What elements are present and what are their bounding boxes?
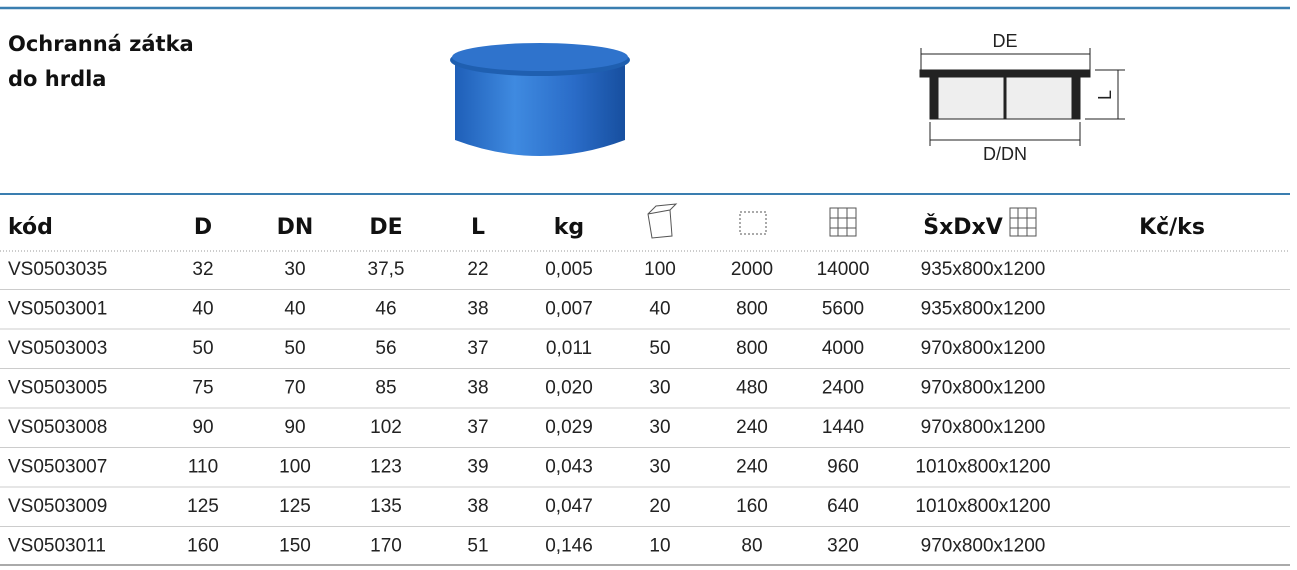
table-cell: 46 [375, 299, 396, 320]
table-cell: 4000 [822, 338, 864, 359]
header-icons [647, 203, 1037, 239]
column-header: ŠxDxV [923, 214, 1003, 240]
table-cell: 110 [188, 457, 218, 478]
table-cell: 1010x800x1200 [915, 457, 1050, 478]
table-cell: 2000 [731, 259, 773, 280]
table-cell: 22 [467, 259, 488, 280]
product-image [450, 43, 630, 156]
table-cell: 0,043 [545, 457, 593, 478]
table-cell: 1010x800x1200 [915, 496, 1050, 517]
column-header: Kč/ks [1139, 215, 1205, 240]
table-cell: 0,011 [546, 338, 592, 359]
table-cell: 170 [370, 536, 402, 557]
table-cell: 970x800x1200 [921, 536, 1046, 557]
table-cell: 0,146 [545, 536, 593, 557]
table-cell: 125 [279, 496, 311, 517]
diagram-label: L [1095, 90, 1115, 100]
table-cell: 960 [827, 457, 859, 478]
table-cell: 970x800x1200 [921, 417, 1046, 438]
table-cell: 50 [284, 338, 305, 359]
table-cell: VS0503011 [8, 536, 106, 557]
diagram-label: D/DN [983, 144, 1027, 164]
table-cell: 38 [467, 299, 488, 320]
table-cell: 970x800x1200 [921, 378, 1046, 399]
table-cell: 100 [644, 259, 676, 280]
table-cell: 50 [649, 338, 670, 359]
column-header: L [471, 215, 485, 240]
table-cell: 80 [741, 536, 762, 557]
table-cell: 480 [736, 378, 768, 399]
table-cell: 30 [649, 378, 670, 399]
title-line: Ochranná zátka [8, 32, 194, 56]
table-cell: 10 [649, 536, 670, 557]
table-cell: 123 [370, 457, 402, 478]
table-cell: 51 [467, 536, 488, 557]
table-cell: VS0503007 [8, 457, 107, 478]
table-cell: 14000 [817, 259, 870, 280]
table-cell: 50 [192, 338, 213, 359]
table-cell: 0,029 [545, 417, 593, 438]
table-cell: 85 [375, 378, 396, 399]
table-cell: 32 [192, 259, 213, 280]
table-cell: 320 [827, 536, 859, 557]
diagram-label: DE [992, 31, 1017, 51]
table-cell: 0,047 [545, 496, 593, 517]
column-header: kg [554, 215, 584, 240]
table-cell: 20 [649, 496, 670, 517]
table-cell: 2400 [822, 378, 864, 399]
table-cell: 935x800x1200 [921, 299, 1046, 320]
table-cell: 37 [467, 338, 488, 359]
table-cell: 40 [192, 299, 213, 320]
table-cell: 240 [736, 417, 768, 438]
table-cell: 135 [370, 496, 402, 517]
table-cell: 37 [467, 417, 488, 438]
column-header: kód [8, 215, 53, 240]
table-cell: 40 [649, 299, 670, 320]
table-cell: 0,005 [545, 259, 593, 280]
table-cell: 160 [736, 496, 768, 517]
table-cell: 38 [467, 496, 488, 517]
table-cell: 800 [736, 338, 768, 359]
column-header: D [194, 215, 212, 240]
table-cell: 5600 [822, 299, 864, 320]
table-cell: VS0503005 [8, 378, 107, 399]
table-cell: 800 [736, 299, 768, 320]
table-cell: 37,5 [368, 259, 405, 280]
table-cell: 70 [284, 378, 305, 399]
table-cell: 160 [187, 536, 219, 557]
table-cell: 0,020 [545, 378, 593, 399]
table-cell: 935x800x1200 [921, 259, 1046, 280]
table-cell: 125 [187, 496, 219, 517]
column-header: DE [369, 215, 402, 240]
table-cell: 40 [284, 299, 305, 320]
table-cell: 39 [467, 457, 488, 478]
table-cell: 1440 [822, 417, 864, 438]
table-cell: 75 [192, 378, 213, 399]
table-cell: VS0503001 [8, 299, 107, 320]
table-cell: VS0503003 [8, 338, 107, 359]
table-cell: VS0503008 [8, 417, 107, 438]
column-header: DN [277, 215, 314, 240]
table-cell: 90 [192, 417, 213, 438]
table-cell: 100 [279, 457, 311, 478]
table-cell: 30 [649, 417, 670, 438]
table-cell: 56 [375, 338, 396, 359]
table-cell: 0,007 [545, 299, 593, 320]
table-cell: 30 [649, 457, 670, 478]
table-cell: 240 [736, 457, 768, 478]
table-cell: VS0503035 [8, 259, 107, 280]
table-cell: 970x800x1200 [921, 338, 1046, 359]
table-cell: VS0503009 [8, 496, 107, 517]
title-line: do hrdla [8, 67, 106, 91]
table-cell: 640 [827, 496, 859, 517]
table-cell: 90 [284, 417, 305, 438]
table-cell: 102 [370, 417, 402, 438]
table-cell: 150 [279, 536, 311, 557]
table-cell: 30 [284, 259, 305, 280]
table-cell: 38 [467, 378, 488, 399]
dimension-diagram [919, 48, 1125, 146]
